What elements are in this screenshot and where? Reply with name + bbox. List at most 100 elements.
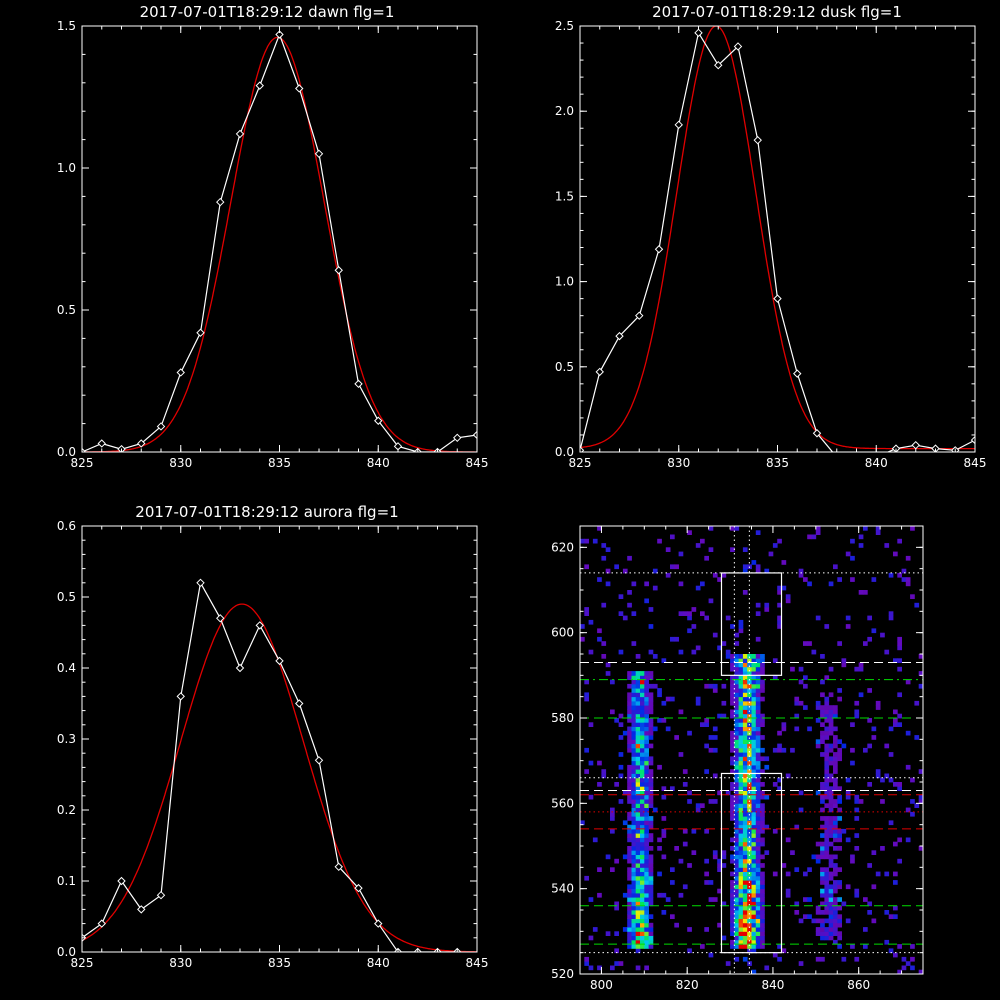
- heatmap-cell: [635, 790, 641, 796]
- heatmap-cell: [884, 871, 890, 877]
- heatmap-cell: [815, 905, 821, 911]
- heatmap-cell: [730, 811, 735, 817]
- heatmap-cell: [640, 910, 645, 915]
- heatmap-cell: [644, 598, 649, 604]
- heatmap-cell: [755, 658, 761, 663]
- heatmap-cell: [755, 884, 761, 890]
- heatmap-cell: [644, 811, 649, 817]
- x-tick-label: 840: [367, 956, 390, 970]
- heatmap-cell: [755, 709, 761, 715]
- heatmap-cell: [815, 739, 821, 744]
- heatmap-cell: [751, 705, 757, 710]
- heatmap-cell: [893, 880, 898, 885]
- heatmap-cell: [640, 760, 645, 766]
- heatmap-cell: [648, 675, 654, 680]
- heatmap-cell: [742, 871, 748, 877]
- heatmap-cell: [648, 922, 654, 928]
- heatmap-cell: [905, 730, 911, 736]
- heatmap-cell: [824, 931, 830, 936]
- heatmap-cell: [627, 875, 632, 881]
- heatmap-cell: [614, 564, 619, 570]
- heatmap-cell: [824, 803, 830, 808]
- heatmap-cell: [837, 739, 842, 744]
- heatmap-cell: [918, 671, 923, 676]
- heatmap-cell: [618, 611, 624, 616]
- data-point: [216, 614, 225, 623]
- heatmap-cell: [640, 914, 645, 919]
- heatmap-cell: [820, 679, 825, 685]
- aurora-spectrum-panel: 2017-07-01T18:29:12 aurora flg=1 825 830 8…: [57, 503, 489, 970]
- heatmap-cell: [755, 846, 761, 851]
- data-point: [275, 656, 284, 666]
- heatmap-cell: [631, 892, 637, 898]
- heatmap-cell: [665, 572, 671, 578]
- heatmap-cell: [644, 816, 649, 821]
- heatmap-cell: [888, 572, 894, 578]
- heatmap-cell: [884, 649, 890, 655]
- heatmap-cell: [644, 760, 649, 766]
- heatmap-cell: [670, 564, 675, 570]
- heatmap-cell: [820, 867, 825, 872]
- heatmap-cell: [828, 709, 834, 715]
- heatmap-cell: [884, 543, 890, 548]
- heatmap-cell: [640, 799, 645, 804]
- heatmap-cell: [854, 794, 860, 800]
- data-point: [97, 439, 106, 448]
- heatmap-cell: [742, 816, 748, 821]
- heatmap-cell: [734, 858, 740, 864]
- heatmap-cell: [751, 739, 757, 744]
- heatmap-cell: [618, 594, 624, 599]
- heatmap-cell: [635, 824, 641, 830]
- heatmap-cell: [635, 683, 641, 689]
- heatmap-cell: [644, 850, 649, 855]
- heatmap-cell: [755, 799, 761, 804]
- heatmap-cell: [640, 833, 645, 838]
- heatmap-cell: [794, 910, 800, 915]
- heatmap-cell: [815, 910, 821, 915]
- heatmap-cell: [824, 760, 830, 766]
- heatmap-cell: [777, 624, 782, 629]
- heatmap-cell: [635, 965, 641, 971]
- heatmap-cell: [644, 718, 649, 723]
- heatmap-cell: [721, 854, 727, 860]
- data-point: [374, 416, 383, 425]
- heatmap-cell: [635, 752, 641, 757]
- heatmap-cell: [618, 649, 624, 655]
- heatmap-cell: [747, 816, 752, 821]
- heatmap-cell: [665, 696, 671, 702]
- heatmap-cell: [863, 747, 868, 753]
- heatmap-cell: [738, 722, 744, 727]
- heatmap-cell: [631, 782, 637, 787]
- heatmap-cell: [794, 700, 800, 706]
- heatmap-cell: [627, 747, 632, 753]
- heatmap-cell: [734, 897, 740, 902]
- heatmap-cell: [631, 935, 637, 941]
- heatmap-cell: [755, 858, 761, 864]
- heatmap-cell: [918, 654, 923, 659]
- heatmap-cell: [760, 794, 765, 800]
- heatmap-cell: [760, 854, 765, 860]
- heatmap-cell: [841, 662, 847, 668]
- y-tick-label: 1.0: [57, 161, 76, 175]
- heatmap-cell: [644, 833, 649, 838]
- heatmap-cell: [858, 799, 864, 804]
- heatmap-cell: [747, 743, 752, 749]
- heatmap-cell: [910, 526, 915, 531]
- heatmap-cell: [751, 675, 757, 680]
- heatmap-cell: [794, 824, 800, 830]
- heatmap-cell: [742, 743, 748, 749]
- heatmap-cell: [824, 837, 830, 843]
- heatmap-cell: [854, 846, 860, 851]
- heatmap-cell: [760, 884, 765, 890]
- heatmap-cell: [760, 892, 765, 898]
- heatmap-cell: [644, 918, 649, 924]
- heatmap-cell: [742, 705, 748, 710]
- heatmap-cell: [747, 739, 752, 744]
- heatmap-cell: [893, 722, 898, 727]
- heatmap-cell: [755, 790, 761, 796]
- data-point: [196, 578, 205, 588]
- heatmap-cell: [627, 871, 632, 877]
- heatmap-cell: [640, 696, 645, 702]
- heatmap-cell: [747, 905, 752, 911]
